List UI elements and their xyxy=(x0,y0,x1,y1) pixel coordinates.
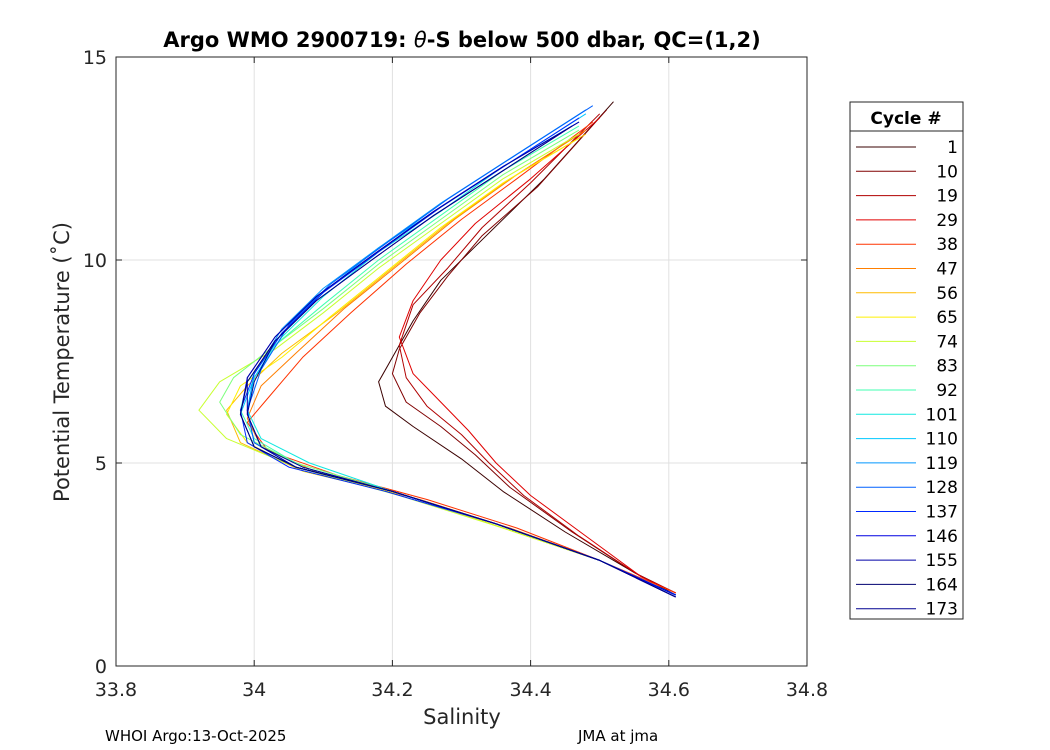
x-tick-label: 34.4 xyxy=(509,679,551,701)
legend-label-cycle-101: 101 xyxy=(926,405,958,425)
x-tick-label: 33.8 xyxy=(95,679,137,701)
legend-label-cycle-119: 119 xyxy=(926,454,958,474)
axis-ticks: 33.8 34 34.2 34.4 34.6 34.8 0 5 10 15 xyxy=(83,47,828,701)
y-tick-label: 5 xyxy=(95,453,107,475)
series-line-cycle-29 xyxy=(398,117,676,594)
legend-label-cycle-155: 155 xyxy=(926,551,958,571)
chart-title: Argo WMO 2900719: θ-S below 500 dbar, QC… xyxy=(163,28,760,52)
plot-area xyxy=(116,57,807,666)
footer-operator: JMA at jma xyxy=(577,727,658,745)
y-tick-label: 15 xyxy=(83,47,107,69)
legend-label-cycle-38: 38 xyxy=(936,235,958,255)
legend-label-cycle-137: 137 xyxy=(926,503,958,523)
legend-label-cycle-74: 74 xyxy=(936,332,958,352)
legend-label-cycle-173: 173 xyxy=(926,600,958,620)
x-tick-label: 34.6 xyxy=(648,679,690,701)
legend-label-cycle-65: 65 xyxy=(936,308,958,328)
legend-label-cycle-19: 19 xyxy=(936,187,958,207)
legend-label-cycle-47: 47 xyxy=(936,260,958,280)
legend-entries: 1101929384756657483921011101191281371461… xyxy=(856,138,958,620)
legend-label-cycle-83: 83 xyxy=(936,357,958,377)
legend-box xyxy=(849,101,964,620)
legend: Cycle # 11019293847566574839210111011912… xyxy=(849,101,964,620)
legend-label-cycle-10: 10 xyxy=(936,162,958,182)
x-tick-label: 34.8 xyxy=(786,679,828,701)
legend-label-cycle-128: 128 xyxy=(926,478,958,498)
y-tick-label: 0 xyxy=(95,656,107,678)
footer-source: WHOI Argo:13-Oct-2025 xyxy=(105,727,286,745)
legend-label-cycle-164: 164 xyxy=(926,575,958,595)
series-line-cycle-74 xyxy=(198,133,676,596)
legend-label-cycle-1: 1 xyxy=(947,138,958,158)
y-tick-label: 10 xyxy=(83,250,107,272)
legend-label-cycle-56: 56 xyxy=(936,284,958,304)
series-line-cycle-1 xyxy=(378,101,676,596)
series-line-cycle-173 xyxy=(246,125,676,598)
series-line-cycle-38 xyxy=(246,121,676,594)
series-line-cycle-10 xyxy=(391,109,676,594)
series-lines xyxy=(198,101,676,598)
x-tick-label: 34 xyxy=(242,679,266,701)
x-tick-label: 34.2 xyxy=(371,679,413,701)
series-line-cycle-19 xyxy=(398,113,676,594)
chart-title-prefix: Argo WMO 2900719: xyxy=(163,28,414,52)
x-axis-label: Salinity xyxy=(423,705,501,729)
legend-title: Cycle # xyxy=(870,109,941,129)
chart-title-theta: θ xyxy=(414,28,427,52)
chart-title-suffix: -S below 500 dbar, QC=(1,2) xyxy=(427,28,761,52)
plot-frame xyxy=(115,56,808,667)
legend-label-cycle-92: 92 xyxy=(936,381,958,401)
y-axis-label: Potential Temperature (˚C) xyxy=(50,222,74,502)
legend-label-cycle-110: 110 xyxy=(926,430,958,450)
legend-label-cycle-29: 29 xyxy=(936,211,958,231)
legend-label-cycle-146: 146 xyxy=(926,527,958,547)
